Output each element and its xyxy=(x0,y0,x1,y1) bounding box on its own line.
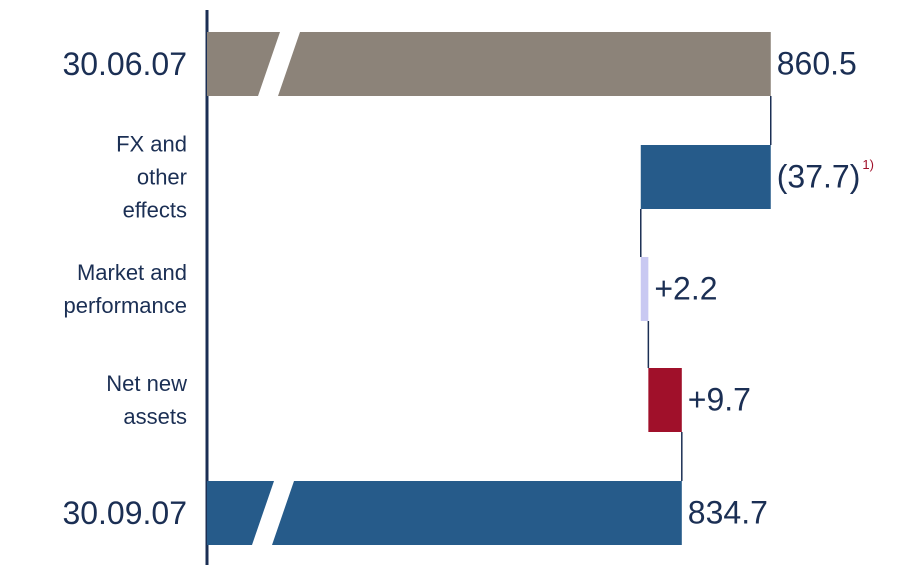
value-label: (37.7) xyxy=(777,158,861,194)
value-label: +2.2 xyxy=(654,270,717,306)
category-label: Market and performance xyxy=(63,260,187,318)
axis-break xyxy=(258,32,300,96)
bar xyxy=(648,368,682,432)
value-label: +9.7 xyxy=(688,381,751,417)
category-label: 30.06.07 xyxy=(62,45,187,82)
value-label: 834.7 xyxy=(688,494,768,530)
bar xyxy=(640,257,649,321)
category-label: 30.09.07 xyxy=(62,494,187,531)
bar xyxy=(640,145,771,209)
value-label: 860.5 xyxy=(777,45,857,81)
footnote-marker: 1) xyxy=(862,157,874,172)
category-label: Net new assets xyxy=(106,371,187,429)
category-label: FX and other effects xyxy=(116,131,187,223)
bar xyxy=(207,32,771,96)
axis-break xyxy=(252,481,294,545)
